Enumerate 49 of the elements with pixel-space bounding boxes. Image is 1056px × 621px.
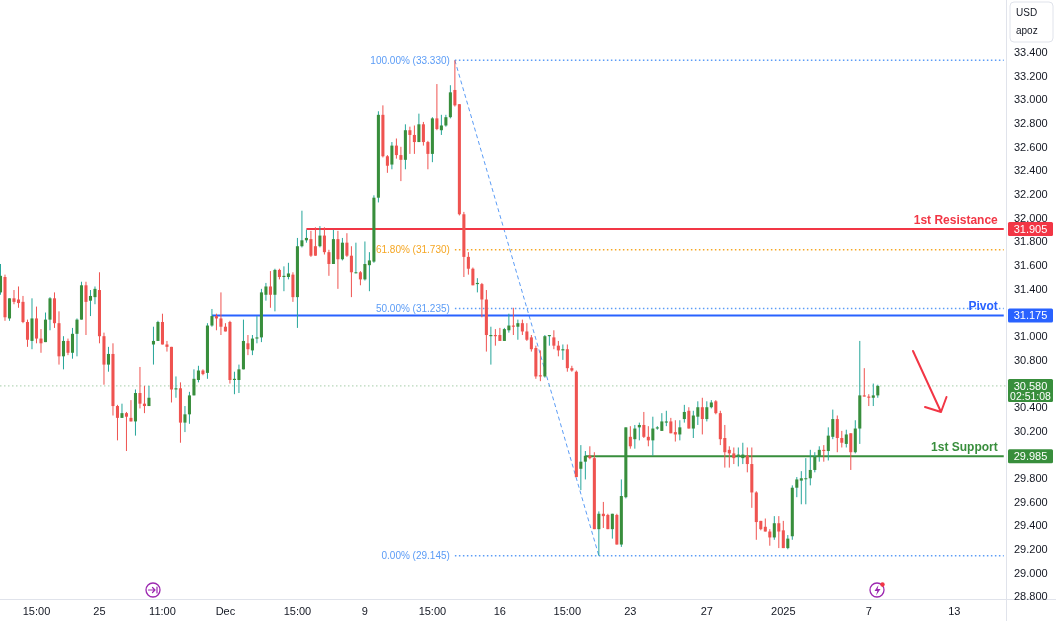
x-tick-label: 27	[700, 604, 713, 617]
y-tick-label: 32.800	[1014, 116, 1048, 129]
data-label: 29.985	[1013, 450, 1048, 463]
series-label: Pivot	[968, 299, 998, 314]
y-tick-label: 31.800	[1014, 235, 1048, 248]
x-tick-label: 16	[493, 604, 506, 617]
x-tick-label: 15:00	[553, 604, 582, 617]
y-tick-label: 33.200	[1014, 69, 1048, 82]
y-tick-label: 32.400	[1014, 164, 1048, 177]
y-tick-label: 30.400	[1014, 401, 1048, 414]
y-tick-label: 29.200	[1014, 543, 1048, 556]
series-label: 1st Resistance	[913, 213, 999, 228]
x-tick-label: 9	[361, 604, 368, 617]
y-tick-label: 31.000	[1014, 330, 1048, 343]
series-label: 0.00% (29.145)	[381, 550, 450, 562]
x-tick-label: 15:00	[22, 604, 51, 617]
ref-line-label: 30.580	[1013, 379, 1048, 392]
x-tick-label: Dec	[215, 604, 236, 617]
y-tick-label: 31.400	[1014, 282, 1048, 295]
text: USD	[1016, 6, 1038, 18]
y-tick-label: 30.200	[1014, 424, 1048, 437]
y-tick-label: 33.000	[1014, 93, 1048, 106]
y-tick-label: 30.800	[1014, 353, 1048, 366]
x-tick-label: 2025	[771, 604, 796, 617]
y-tick-label: 28.800	[1014, 590, 1048, 603]
x-tick-label: 15:00	[418, 604, 447, 617]
y-tick-label: 29.400	[1014, 519, 1048, 532]
data-label: 31.905	[1013, 222, 1048, 235]
series-label: 100.00% (33.330)	[370, 54, 450, 66]
y-tick-label: 29.600	[1014, 495, 1048, 508]
text: 02:51:08	[1010, 390, 1052, 403]
series-label: 1st Support	[931, 440, 998, 455]
y-tick-label: 31.600	[1014, 259, 1048, 272]
data-label: 31.175	[1013, 309, 1048, 322]
text: apoz	[1016, 24, 1038, 36]
series-label: 61.80% (31.730)	[375, 244, 450, 256]
y-tick-label: 33.400	[1014, 45, 1048, 58]
x-tick-label: 13	[948, 604, 961, 617]
x-tick-label: 23	[624, 604, 637, 617]
y-tick-label: 29.000	[1014, 566, 1048, 579]
x-tick-label: 15:00	[283, 604, 312, 617]
y-tick-label: 29.800	[1014, 472, 1048, 485]
x-tick-label: 25	[93, 604, 106, 617]
y-tick-label: 32.600	[1014, 140, 1048, 153]
y-tick-label: 32.000	[1014, 211, 1048, 224]
x-tick-label: 7	[865, 604, 872, 617]
series-label: 50.00% (31.235)	[375, 302, 450, 314]
x-tick-label: 11:00	[149, 604, 176, 617]
y-tick-label: 32.200	[1014, 187, 1048, 200]
